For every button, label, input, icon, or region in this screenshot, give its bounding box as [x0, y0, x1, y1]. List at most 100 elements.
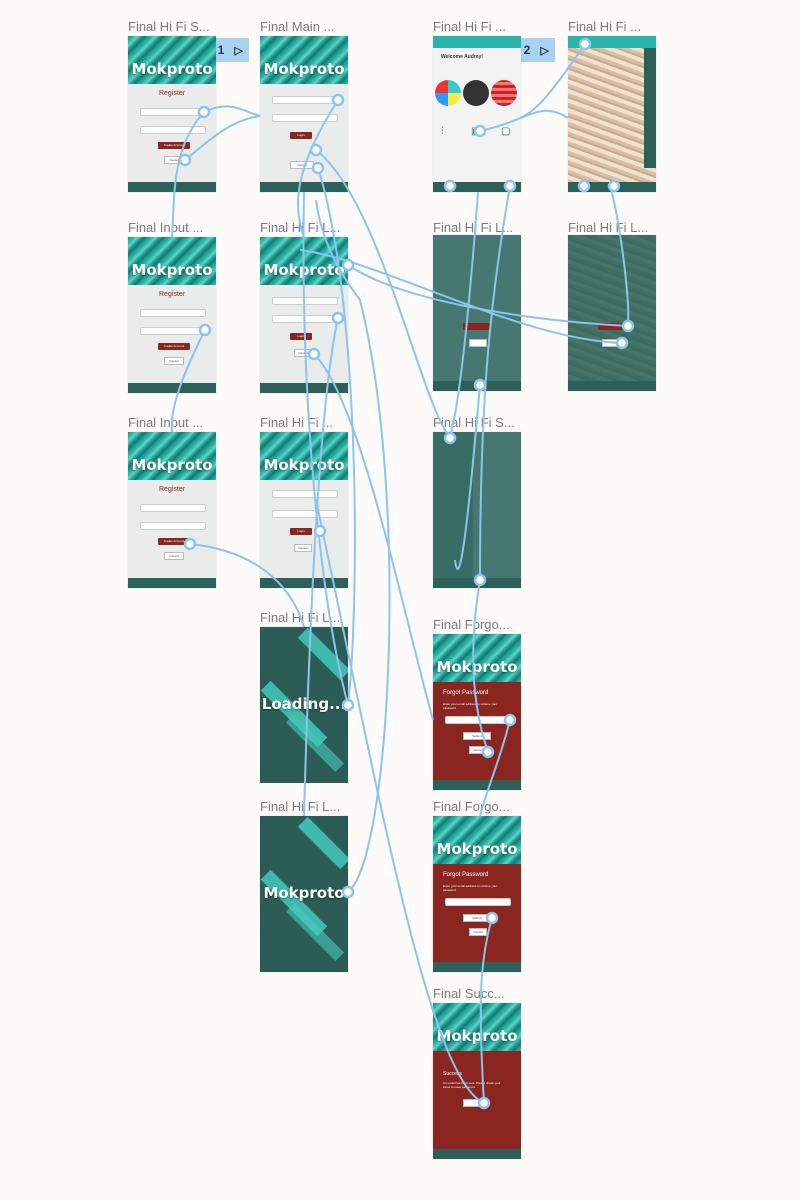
email-field[interactable]: [445, 898, 511, 906]
sketch-artwork: [568, 36, 656, 192]
ok-button[interactable]: [463, 1099, 485, 1107]
dialog-confirm-button[interactable]: [463, 323, 491, 330]
login-button[interactable]: Login: [290, 528, 312, 535]
email-field[interactable]: [140, 504, 206, 512]
frame-title[interactable]: Final Hi Fi L...: [260, 220, 341, 235]
password-field[interactable]: [272, 510, 338, 518]
image-icon[interactable]: ▣: [471, 126, 481, 137]
cancel-button[interactable]: Cancel: [294, 349, 312, 357]
frame-login-input[interactable]: Mokproto Login Cancel: [260, 237, 348, 393]
nav-footer: [128, 383, 216, 393]
brand-logo: Mokproto: [131, 60, 213, 78]
frame-splash[interactable]: Mokproto: [260, 816, 348, 972]
password-field[interactable]: [140, 126, 206, 134]
nav-footer: [128, 578, 216, 588]
frame-register-screen[interactable]: Mokproto Register Create Account Cancel: [128, 36, 216, 192]
cancel-button[interactable]: Cancel: [164, 156, 184, 164]
wave-header: [260, 36, 348, 84]
nav-footer: [128, 182, 216, 192]
create-account-button[interactable]: Create Account: [158, 343, 190, 350]
email-field[interactable]: [140, 309, 206, 317]
frame-home-overlay[interactable]: [433, 235, 521, 391]
file-icon[interactable]: ▢: [501, 126, 511, 137]
frame-title[interactable]: Final Input ...: [128, 220, 204, 235]
login-button[interactable]: Login: [290, 132, 312, 139]
email-field[interactable]: [272, 297, 338, 305]
frame-title[interactable]: Final Input ...: [128, 415, 204, 430]
frame-title[interactable]: Final Main ...: [260, 19, 335, 34]
password-field[interactable]: [140, 522, 206, 530]
cancel-button[interactable]: Cancel: [164, 552, 184, 560]
success-description: An email has been sent. Please check you…: [443, 1081, 501, 1089]
frame-title[interactable]: Final Forgo...: [433, 799, 510, 814]
top-bar: [568, 36, 656, 48]
frame-main-login[interactable]: Mokproto Login Cancel: [260, 36, 348, 192]
nav-footer: [433, 1149, 521, 1159]
template-thumbnail[interactable]: [463, 80, 489, 106]
password-field[interactable]: [272, 114, 338, 122]
cancel-button[interactable]: Cancel: [164, 357, 184, 365]
frame-title[interactable]: Final Forgo...: [433, 617, 510, 632]
login-button[interactable]: Login: [290, 333, 312, 340]
wave-header: [128, 36, 216, 84]
frame-title[interactable]: Final Hi Fi S...: [433, 415, 515, 430]
frame-success[interactable]: Mokproto Success An email has been sent.…: [433, 1003, 521, 1159]
frame-editor-overlay[interactable]: [568, 235, 656, 391]
frame-input-register-filled[interactable]: Mokproto Register Create Account Cancel: [128, 432, 216, 588]
frame-side-menu[interactable]: [433, 432, 521, 588]
forgot-title: Forgot Password: [443, 872, 489, 878]
submit-button[interactable]: Submit: [463, 732, 491, 740]
nav-footer: [433, 578, 521, 588]
frame-loading[interactable]: Loading...: [260, 627, 348, 783]
forgot-description: Enter your email address to retrieve you…: [443, 702, 498, 710]
password-field[interactable]: [272, 315, 338, 323]
cancel-button[interactable]: Cancel: [294, 544, 312, 552]
dialog-cancel-button[interactable]: [602, 339, 622, 347]
editor-toolbar[interactable]: [644, 48, 656, 168]
frame-title[interactable]: Final Hi Fi L...: [568, 220, 649, 235]
brand-logo: Mokproto: [263, 884, 345, 902]
cancel-button[interactable]: Cancel: [469, 746, 487, 754]
sliders-icon[interactable]: ⫶: [441, 126, 444, 137]
frame-title[interactable]: Final Hi Fi L...: [260, 610, 341, 625]
brand-logo: Mokproto: [436, 1027, 518, 1045]
frame-title[interactable]: Final Hi Fi L...: [260, 799, 341, 814]
frame-title[interactable]: Final Hi Fi ...: [568, 19, 641, 34]
nav-footer: [433, 780, 521, 790]
nav-footer: [568, 381, 656, 391]
template-thumbnail[interactable]: [435, 80, 461, 106]
cancel-button[interactable]: Cancel: [469, 928, 487, 936]
register-title: Register: [158, 90, 186, 97]
play-icon[interactable]: ▷: [234, 45, 243, 57]
frame-title[interactable]: Final Hi Fi S...: [128, 19, 210, 34]
frame-input-register[interactable]: Mokproto Register Create Account Cancel: [128, 237, 216, 393]
template-thumbnail[interactable]: [491, 80, 517, 106]
email-field[interactable]: [445, 716, 511, 724]
email-field[interactable]: [272, 490, 338, 498]
wave-header: [128, 432, 216, 480]
frame-home-dashboard[interactable]: Welcome Audrey! ⫶ ▣ ▢: [433, 36, 521, 192]
frame-image-editor[interactable]: [568, 36, 656, 192]
dialog-cancel-button[interactable]: [469, 339, 487, 347]
create-account-button[interactable]: Create Account: [158, 538, 190, 545]
brand-logo: Mokproto: [131, 261, 213, 279]
email-field[interactable]: [272, 96, 338, 104]
frame-forgot-password-filled[interactable]: Mokproto Forgot Password Enter your emai…: [433, 816, 521, 972]
forgot-description: Enter your email address to retrieve you…: [443, 884, 498, 892]
frame-title[interactable]: Final Succ...: [433, 986, 505, 1001]
frame-forgot-password[interactable]: Mokproto Forgot Password Enter your emai…: [433, 634, 521, 790]
side-menu-panel[interactable]: [433, 432, 473, 588]
frame-title[interactable]: Final Hi Fi L...: [433, 220, 514, 235]
create-account-button[interactable]: Create Account: [158, 142, 190, 149]
dialog-confirm-button[interactable]: [598, 323, 626, 330]
email-field[interactable]: [140, 108, 206, 116]
frame-login-filled[interactable]: Mokproto Login Cancel: [260, 432, 348, 588]
frame-title[interactable]: Final Hi Fi ...: [433, 19, 506, 34]
cancel-button[interactable]: Cancel: [290, 161, 314, 169]
submit-button[interactable]: Submit: [463, 914, 491, 922]
frame-title[interactable]: Final Hi Fi ...: [260, 415, 333, 430]
play-icon[interactable]: ▷: [540, 45, 549, 57]
password-field[interactable]: [140, 327, 206, 335]
